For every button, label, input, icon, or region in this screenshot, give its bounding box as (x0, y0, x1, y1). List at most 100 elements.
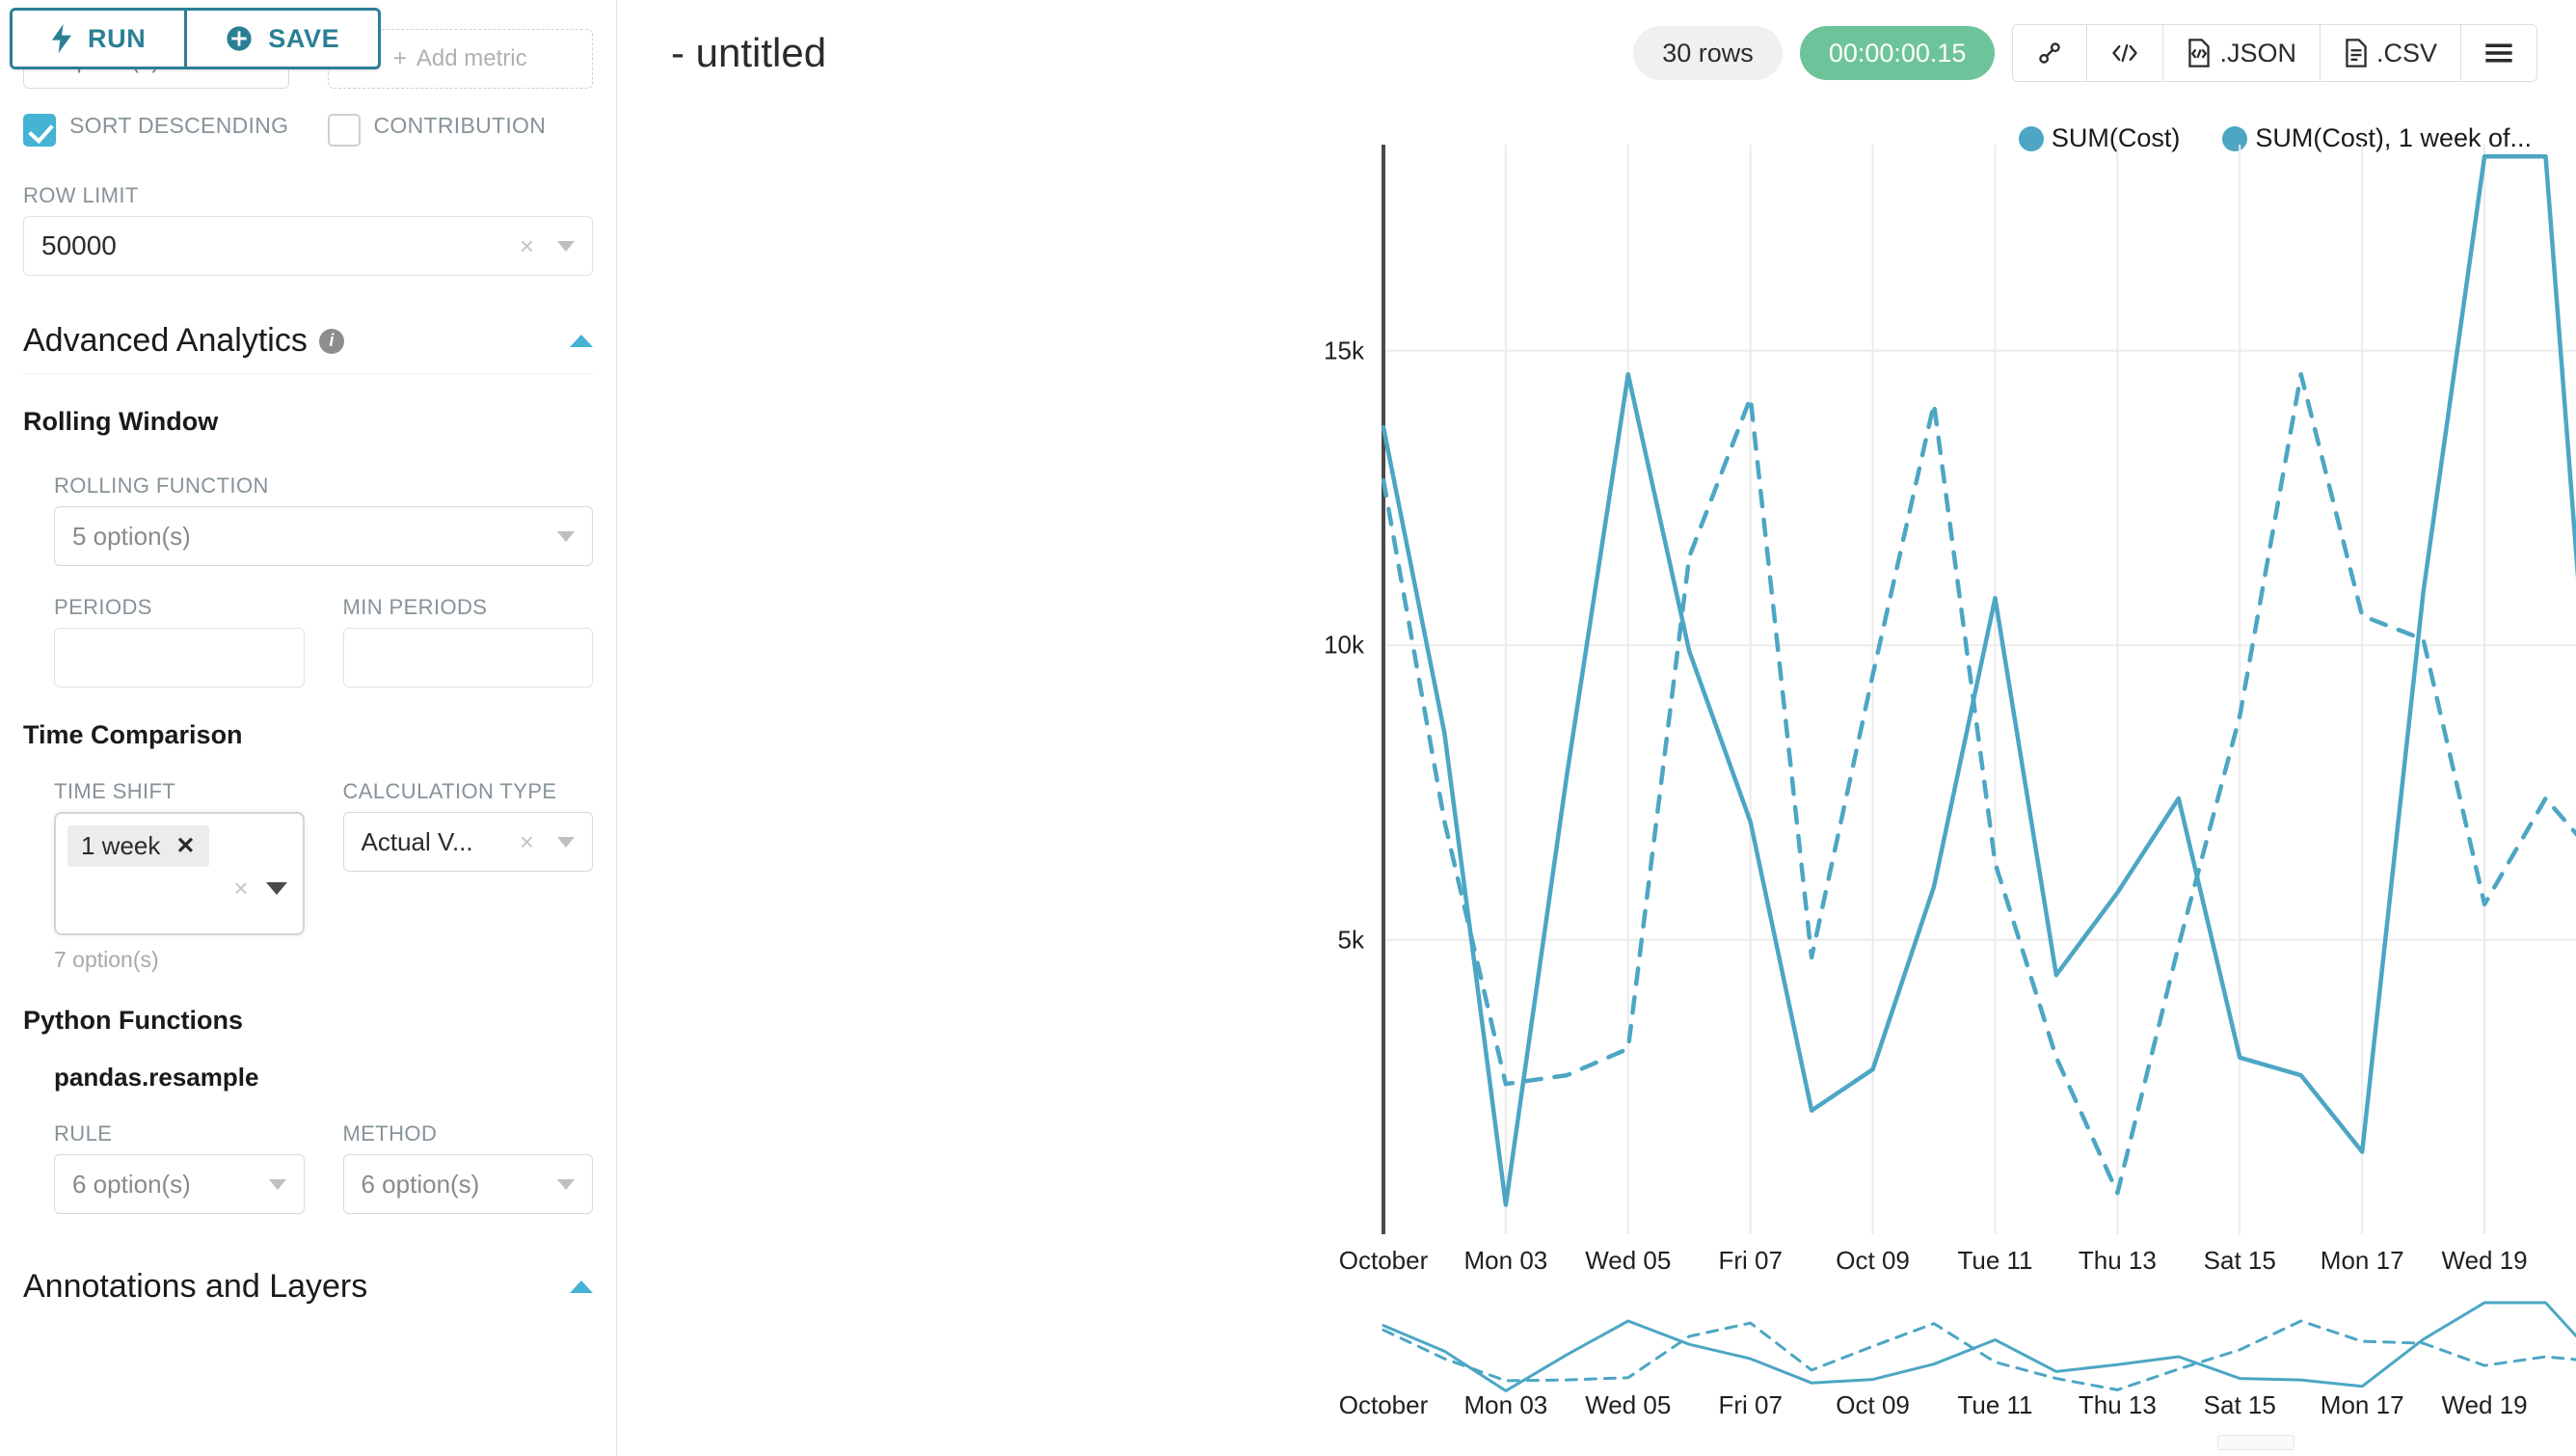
x-tick-label: October (1338, 1246, 1429, 1275)
time-shift-select[interactable]: 1 week ✕ × (54, 812, 305, 935)
rolling-function-select[interactable]: 5 option(s) (54, 506, 593, 566)
advanced-analytics-header[interactable]: Advanced Analytics i (23, 322, 593, 374)
add-metric-button[interactable]: + Add metric (327, 29, 593, 89)
save-button[interactable]: SAVE (184, 11, 379, 67)
min-periods-input[interactable] (342, 628, 593, 688)
row-limit-value: 50000 (41, 230, 117, 260)
save-button-label: SAVE (268, 23, 340, 53)
x-tick-label: Thu 13 (2078, 1246, 2157, 1275)
rule-label: RULE (54, 1121, 113, 1146)
chart-panel: - untitled 30 rows 00:00:00.15 (617, 0, 2576, 1456)
time-shift-label: TIME SHIFT (54, 779, 176, 803)
x-tick-label: Oct 09 (1836, 1246, 1910, 1275)
annotations-and-layers-header[interactable]: Annotations and Layers (23, 1268, 593, 1319)
x-tick-label: Mon 17 (2320, 1390, 2404, 1419)
chevron-up-icon[interactable] (570, 335, 593, 347)
rule-value: 6 option(s) (72, 1169, 191, 1199)
run-button[interactable]: RUN (13, 11, 185, 67)
periods-row: PERIODS MIN PERIODS (23, 595, 593, 688)
run-save-bar: RUN SAVE (10, 8, 382, 69)
chevron-down-icon (557, 1178, 575, 1190)
navigator-x-axis-ticks: October Mon 03 Wed 05 Fri 07 Oct 09 Tue 11 Thu… (617, 1389, 2576, 1431)
x-tick-label: Mon 03 (1463, 1246, 1548, 1275)
method-select[interactable]: 6 option(s) (342, 1154, 593, 1214)
download-json-label: .JSON (2219, 38, 2296, 67)
download-json-button[interactable]: .JSON (2162, 25, 2320, 81)
sort-descending-control[interactable]: SORT DESCENDING (23, 112, 289, 147)
chevron-down-icon (268, 1178, 286, 1190)
y-tick-label: 5k (1337, 925, 1364, 955)
legend-label-0: SUM(Cost) (2051, 123, 2181, 152)
add-metric-label: Add metric (416, 45, 527, 71)
chevron-down-icon (557, 240, 575, 252)
page-title[interactable]: - untitled (671, 30, 827, 75)
x-tick-label: Sat 15 (2203, 1390, 2276, 1419)
line-chart-svg (1381, 145, 2576, 1234)
rule-select[interactable]: 6 option(s) (54, 1154, 305, 1214)
min-periods-control: MIN PERIODS (342, 595, 593, 688)
run-button-label: RUN (88, 23, 147, 53)
y-tick-label: 15k (1324, 336, 1364, 365)
legend-item-0[interactable]: SUM(Cost) (2018, 123, 2181, 153)
contribution-checkbox[interactable] (327, 114, 361, 147)
info-icon[interactable]: i (318, 328, 344, 354)
annotations-and-layers-title: Annotations and Layers (23, 1268, 368, 1305)
clear-icon[interactable]: × (233, 874, 249, 903)
chart-navigator[interactable] (617, 1292, 2576, 1417)
x-tick-label: October (1338, 1390, 1429, 1419)
method-control: METHOD 6 option(s) (342, 1121, 593, 1214)
row-limit-input[interactable]: 50000 × (23, 216, 593, 276)
navigator-svg (1382, 1301, 2576, 1392)
x-tick-label: Mon 17 (2320, 1246, 2404, 1275)
download-csv-label: .CSV (2375, 38, 2437, 67)
share-link-button[interactable] (2013, 25, 2087, 81)
chevron-down-icon (557, 530, 575, 542)
x-tick-label: Wed 05 (1585, 1246, 1672, 1275)
row-limit-label: ROW LIMIT (23, 183, 139, 207)
sort-descending-checkbox[interactable] (23, 114, 56, 147)
x-tick-label: Wed 19 (2441, 1246, 2528, 1275)
x-tick-label: Fri 07 (1718, 1390, 1783, 1419)
more-menu-button[interactable] (2460, 25, 2536, 81)
view-query-button[interactable] (2086, 25, 2163, 81)
rolling-function-value: 5 option(s) (72, 521, 191, 551)
plus-icon: + (392, 45, 407, 71)
time-shift-actions: × (233, 874, 287, 903)
remove-token-icon[interactable]: ✕ (175, 833, 196, 859)
code-icon (2112, 43, 2138, 63)
legend-item-1[interactable]: SUM(Cost), 1 week of... (2222, 123, 2532, 153)
time-shift-token[interactable]: 1 week ✕ (67, 825, 209, 867)
method-value: 6 option(s) (361, 1169, 480, 1199)
x-tick-label: Thu 13 (2078, 1390, 2157, 1419)
download-csv-button[interactable]: .CSV (2319, 25, 2460, 81)
calculation-type-select[interactable]: Actual V... × (342, 812, 593, 872)
contribution-control[interactable]: CONTRIBUTION (327, 112, 594, 147)
x-axis-ticks: October Mon 03 Wed 05 Fri 07 Oct 09 Tue 11 Thu… (617, 1244, 2576, 1286)
legend-marker-icon (2222, 125, 2248, 151)
query-time-badge: 00:00:00.15 (1799, 26, 1996, 80)
header-actions: 30 rows 00:00:00.15 (1633, 24, 2537, 82)
x-tick-label: Sat 15 (2203, 1246, 2276, 1275)
x-tick-label: Wed 19 (2441, 1390, 2528, 1419)
rolling-function-control: ROLLING FUNCTION 5 option(s) (23, 473, 593, 566)
x-tick-label: Fri 21 (2575, 1390, 2576, 1420)
x-tick-label: Fri 21 (2575, 1246, 2576, 1276)
chart-plot-area[interactable]: 5k 10k 15k (617, 145, 2576, 1254)
clear-icon[interactable]: × (519, 230, 534, 260)
method-label: METHOD (342, 1121, 438, 1146)
legend-marker-icon (2018, 125, 2044, 151)
chevron-up-icon[interactable] (570, 1281, 593, 1293)
min-periods-label: MIN PERIODS (342, 595, 488, 619)
clear-icon[interactable]: × (519, 826, 534, 856)
time-shift-hint: 7 option(s) (54, 947, 159, 972)
annotations-title-wrap: Annotations and Layers (23, 1268, 367, 1306)
chevron-down-icon[interactable] (265, 882, 287, 895)
x-tick-label: Mon 03 (1463, 1390, 1548, 1419)
rows-badge: 30 rows (1633, 26, 1783, 80)
export-button-group: .JSON .CSV (2012, 24, 2537, 82)
advanced-analytics-title-wrap: Advanced Analytics i (23, 322, 344, 360)
periods-control: PERIODS (54, 595, 305, 688)
advanced-analytics-title: Advanced Analytics (23, 322, 308, 359)
rule-control: RULE 6 option(s) (54, 1121, 305, 1214)
periods-input[interactable] (54, 628, 305, 688)
